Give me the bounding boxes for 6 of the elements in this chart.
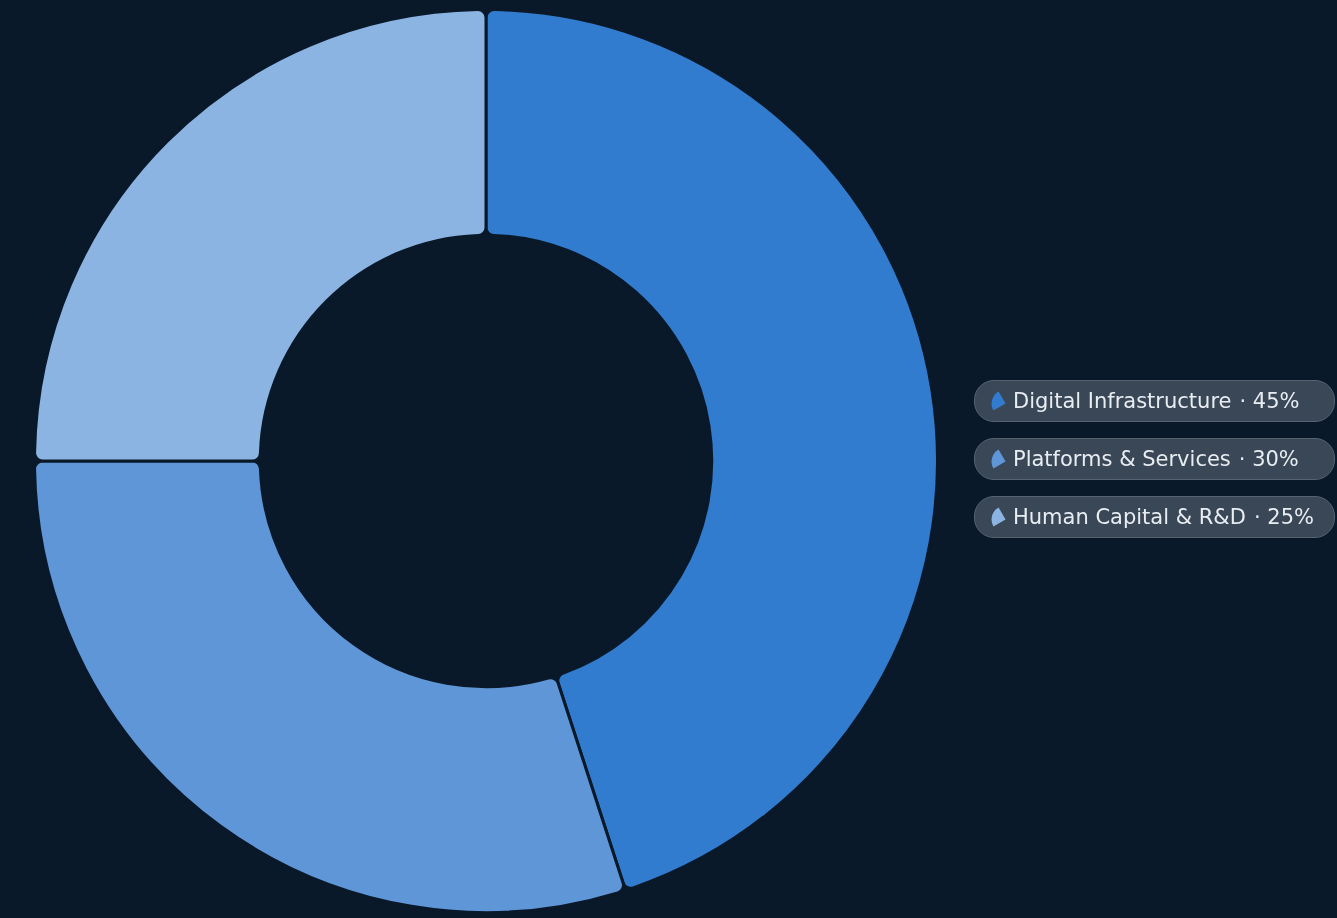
legend-label: Human Capital & R&D [1013, 505, 1246, 529]
data-label: · 45% [1239, 389, 1300, 413]
data-label: · 30% [1238, 447, 1299, 471]
legend-label: Digital Infrastructure [1013, 389, 1232, 413]
legend-label: Platforms & Services [1013, 447, 1231, 471]
data-label: · 25% [1253, 505, 1314, 529]
